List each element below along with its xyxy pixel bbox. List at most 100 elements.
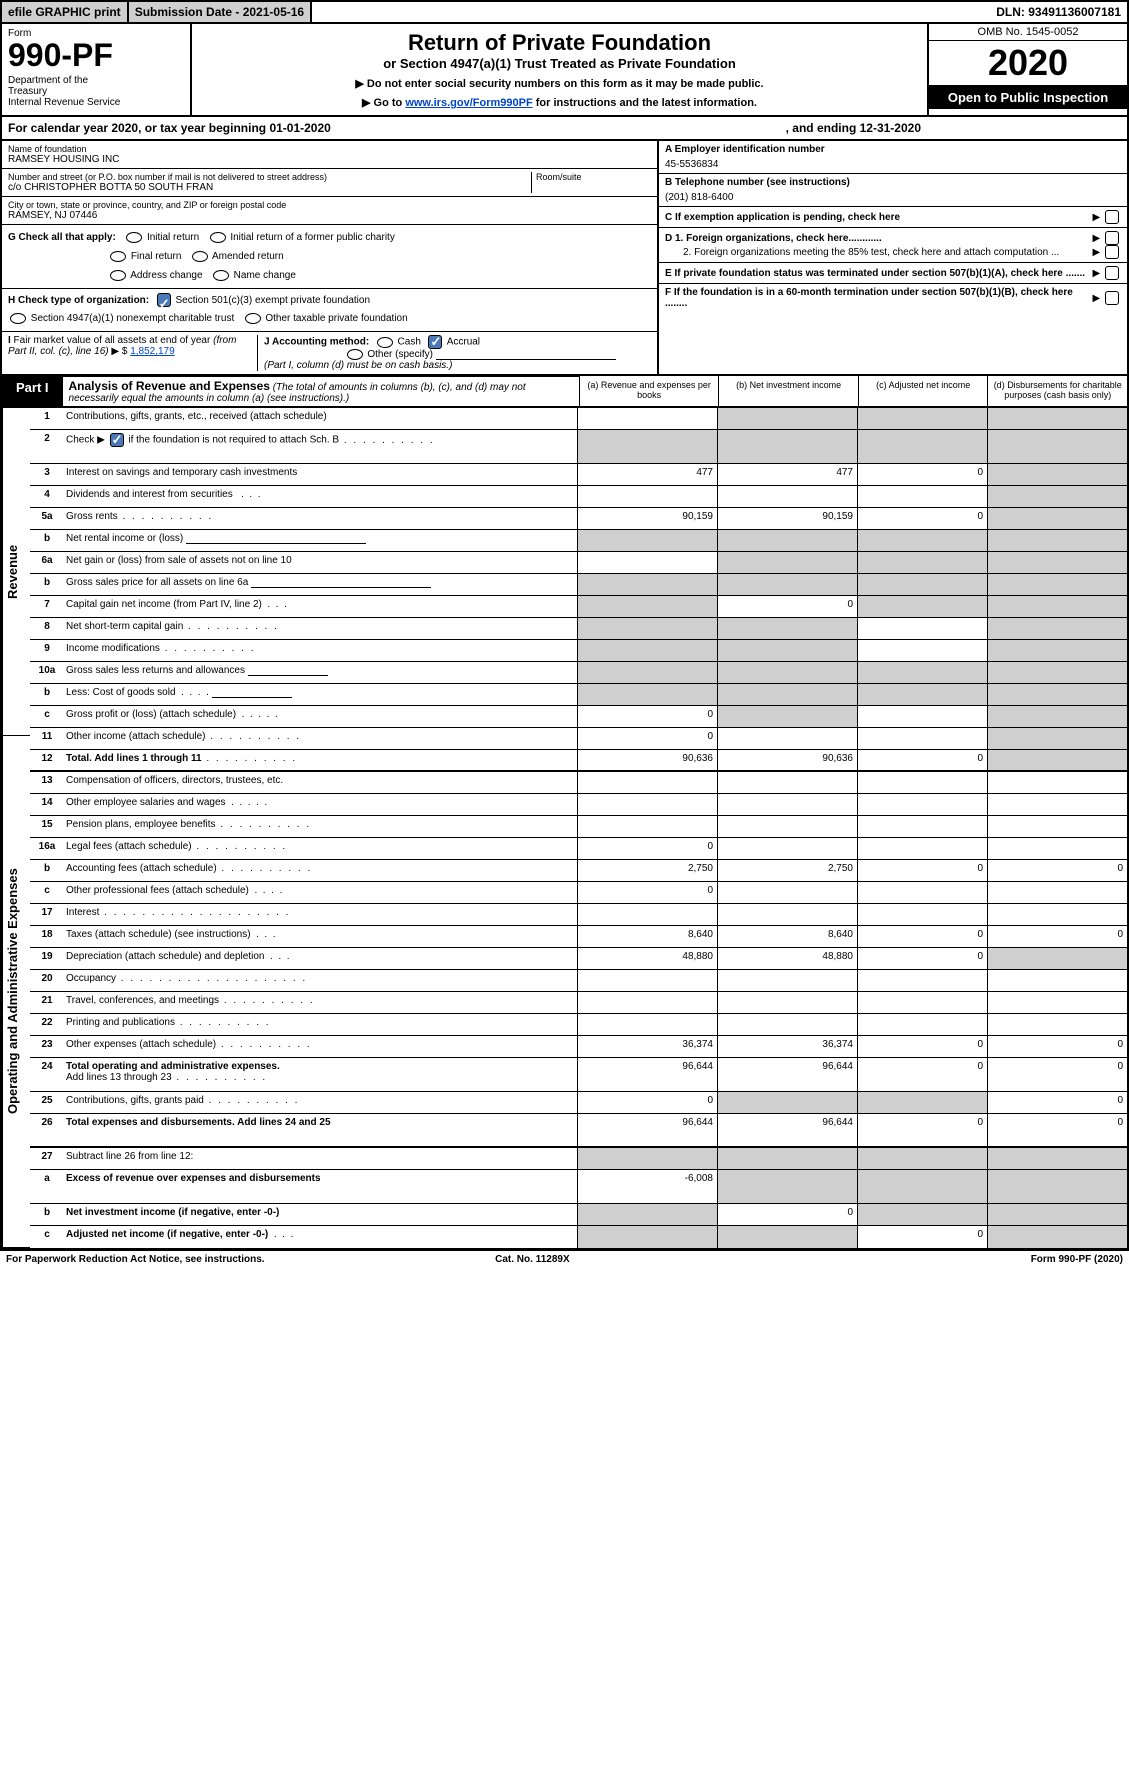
row-19: 19Depreciation (attach schedule) and dep… <box>30 948 1127 970</box>
foundation-name: RAMSEY HOUSING INC <box>8 154 651 165</box>
row-23: 23Other expenses (attach schedule)36,374… <box>30 1036 1127 1058</box>
chk-initial-former[interactable] <box>210 232 226 243</box>
tax-year: 2020 <box>929 41 1127 86</box>
form-container: efile GRAPHIC print Submission Date - 20… <box>0 0 1129 1250</box>
row-6b: bGross sales price for all assets on lin… <box>30 574 1127 596</box>
row-9: 9Income modifications <box>30 640 1127 662</box>
row-27a: aExcess of revenue over expenses and dis… <box>30 1170 1127 1204</box>
d-cell: D 1. Foreign organizations, check here..… <box>659 228 1127 263</box>
row-18: 18Taxes (attach schedule) (see instructi… <box>30 926 1127 948</box>
chk-name-change[interactable] <box>213 270 229 281</box>
form-subtitle: or Section 4947(a)(1) Trust Treated as P… <box>198 56 921 71</box>
c-cell: C If exemption application is pending, c… <box>659 207 1127 228</box>
chk-other-method[interactable] <box>347 349 363 360</box>
row-15: 15Pension plans, employee benefits <box>30 816 1127 838</box>
main-table: Revenue Operating and Administrative Exp… <box>2 408 1127 1248</box>
row-4: 4Dividends and interest from securities … <box>30 486 1127 508</box>
header-left: Form 990-PF Department of theTreasuryInt… <box>2 24 192 115</box>
vtab-expenses: Operating and Administrative Expenses <box>2 736 30 1248</box>
ein-cell: A Employer identification number 45-5536… <box>659 141 1127 174</box>
row-13: 13Compensation of officers, directors, t… <box>30 772 1127 794</box>
dln: DLN: 93491136007181 <box>990 2 1127 22</box>
footer-cat: Cat. No. 11289X <box>495 1254 569 1265</box>
efile-label: efile GRAPHIC print <box>2 2 129 22</box>
row-10b: bLess: Cost of goods sold . . . . <box>30 684 1127 706</box>
foundation-addr: c/o CHRISTOPHER BOTTA 50 SOUTH FRAN <box>8 182 531 193</box>
addr-cell: Number and street (or P.O. box number if… <box>2 169 657 197</box>
row-21: 21Travel, conferences, and meetings <box>30 992 1127 1014</box>
g-row: G Check all that apply: Initial return I… <box>2 225 657 289</box>
row-11: 11Other income (attach schedule)0 <box>30 728 1127 750</box>
row-20: 20Occupancy <box>30 970 1127 992</box>
row-8: 8Net short-term capital gain <box>30 618 1127 640</box>
tel-cell: B Telephone number (see instructions) (2… <box>659 174 1127 207</box>
chk-final-return[interactable] <box>110 251 126 262</box>
footer-left: For Paperwork Reduction Act Notice, see … <box>6 1254 265 1265</box>
f-cell: F If the foundation is in a 60-month ter… <box>659 284 1127 312</box>
chk-other-taxable[interactable] <box>245 313 261 324</box>
table-rows: 1Contributions, gifts, grants, etc., rec… <box>30 408 1127 1248</box>
ein-value: 45-5536834 <box>665 155 1121 170</box>
part1-header: Part I Analysis of Revenue and Expenses … <box>2 376 1127 408</box>
header-center: Return of Private Foundation or Section … <box>192 24 927 115</box>
chk-4947[interactable] <box>10 313 26 324</box>
entity-block: Name of foundation RAMSEY HOUSING INC Nu… <box>2 141 1127 376</box>
row-5b: bNet rental income or (loss) <box>30 530 1127 552</box>
row-16c: cOther professional fees (attach schedul… <box>30 882 1127 904</box>
form-note2: ▶ Go to www.irs.gov/Form990PF for instru… <box>198 96 921 109</box>
row-2: 2Check ▶ if the foundation is not requir… <box>30 430 1127 464</box>
irs-link[interactable]: www.irs.gov/Form990PF <box>405 97 532 109</box>
entity-right: A Employer identification number 45-5536… <box>657 141 1127 374</box>
form-note1: ▶ Do not enter social security numbers o… <box>198 77 921 90</box>
topbar: efile GRAPHIC print Submission Date - 20… <box>2 2 1127 24</box>
chk-d1[interactable] <box>1105 231 1119 245</box>
city-cell: City or town, state or province, country… <box>2 197 657 225</box>
row-10c: cGross profit or (loss) (attach schedule… <box>30 706 1127 728</box>
submission-date: Submission Date - 2021-05-16 <box>129 2 312 22</box>
row-25: 25Contributions, gifts, grants paid00 <box>30 1092 1127 1114</box>
vertical-tabs: Revenue Operating and Administrative Exp… <box>2 408 30 1248</box>
col-a-hdr: (a) Revenue and expenses per books <box>579 376 719 406</box>
h-row: H Check type of organization: Section 50… <box>2 289 657 332</box>
row-3: 3Interest on savings and temporary cash … <box>30 464 1127 486</box>
row-17: 17Interest <box>30 904 1127 926</box>
foundation-city: RAMSEY, NJ 07446 <box>8 210 651 221</box>
row-6a: 6aNet gain or (loss) from sale of assets… <box>30 552 1127 574</box>
dept: Department of theTreasuryInternal Revenu… <box>8 75 184 108</box>
chk-d2[interactable] <box>1105 245 1119 259</box>
entity-left: Name of foundation RAMSEY HOUSING INC Nu… <box>2 141 657 374</box>
chk-schb[interactable] <box>110 433 124 447</box>
ij-row: I Fair market value of all assets at end… <box>2 332 657 374</box>
row-27: 27Subtract line 26 from line 12: <box>30 1148 1127 1170</box>
chk-cash[interactable] <box>377 337 393 348</box>
chk-accrual[interactable] <box>428 335 442 349</box>
form-title: Return of Private Foundation <box>198 30 921 56</box>
col-d-hdr: (d) Disbursements for charitable purpose… <box>987 376 1127 406</box>
row-1: 1Contributions, gifts, grants, etc., rec… <box>30 408 1127 430</box>
name-cell: Name of foundation RAMSEY HOUSING INC <box>2 141 657 169</box>
form-number: 990-PF <box>8 39 184 71</box>
chk-f[interactable] <box>1105 291 1119 305</box>
omb-number: OMB No. 1545-0052 <box>929 24 1127 41</box>
chk-501c3[interactable] <box>157 293 171 307</box>
open-inspection: Open to Public Inspection <box>929 86 1127 109</box>
row-27b: bNet investment income (if negative, ent… <box>30 1204 1127 1226</box>
chk-address-change[interactable] <box>110 270 126 281</box>
header-right: OMB No. 1545-0052 2020 Open to Public In… <box>927 24 1127 115</box>
row-12: 12Total. Add lines 1 through 1190,63690,… <box>30 750 1127 772</box>
cal-begin: For calendar year 2020, or tax year begi… <box>8 121 331 135</box>
row-7: 7Capital gain net income (from Part IV, … <box>30 596 1127 618</box>
vtab-revenue: Revenue <box>2 408 30 736</box>
chk-e[interactable] <box>1105 266 1119 280</box>
chk-amended[interactable] <box>192 251 208 262</box>
fmv-value[interactable]: 1,852,179 <box>130 346 175 357</box>
col-c-hdr: (c) Adjusted net income <box>858 376 988 406</box>
row-26: 26Total expenses and disbursements. Add … <box>30 1114 1127 1148</box>
chk-initial-return[interactable] <box>126 232 142 243</box>
e-cell: E If private foundation status was termi… <box>659 263 1127 284</box>
chk-c[interactable] <box>1105 210 1119 224</box>
row-5a: 5aGross rents90,15990,1590 <box>30 508 1127 530</box>
row-14: 14Other employee salaries and wages . . … <box>30 794 1127 816</box>
part1-desc: Analysis of Revenue and Expenses (The to… <box>63 376 579 406</box>
row-16b: bAccounting fees (attach schedule)2,7502… <box>30 860 1127 882</box>
